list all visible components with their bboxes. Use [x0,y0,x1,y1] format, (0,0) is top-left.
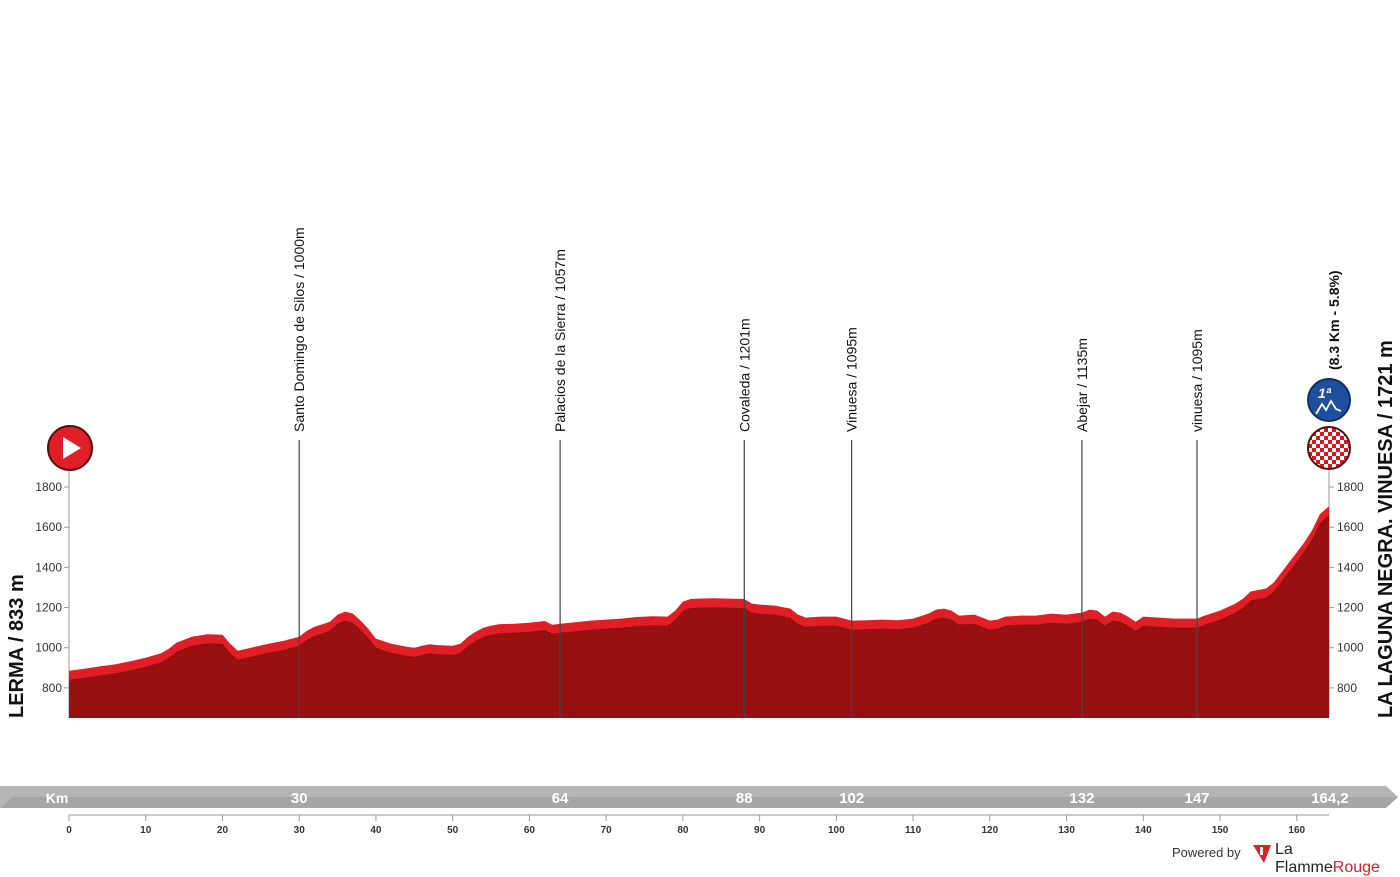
y-tick-label-left: 1400 [35,560,62,574]
y-tick-label-right: 1400 [1337,560,1364,574]
finish-label: LA LAGUNA NEGRA. VINUESA / 1721 m [1375,340,1397,718]
finish-marker: 1ª (8.3 Km - 5.8%) LA LAGUNA NEGRA. VINU… [1307,270,1397,718]
x-tick-label: 0 [66,825,72,836]
y-tick-label-left: 1800 [35,480,62,494]
x-tick-label: 50 [447,825,459,836]
brand-logo [1253,845,1271,863]
x-tick-label: 30 [294,825,306,836]
powered-by-label: Powered by [1172,845,1241,860]
start-label: LERMA / 833 m [6,574,28,718]
y-tick-label-right: 1200 [1337,601,1364,615]
km-label: Km [46,790,69,806]
km-band-bar-face [0,797,1398,808]
checkpoint-label: Santo Domingo de Silos / 1000m [291,227,307,432]
y-tick-label-left: 1600 [35,520,62,534]
x-axis: 0 10 20 30 40 50 60 70 80 90 100 110 120 130 140 150 160 [66,814,1329,836]
x-tick-label: 40 [370,825,382,836]
checkpoint-label: Vinuesa / 1095m [844,327,860,432]
brand-name-a: La Flamme [1275,841,1333,876]
km-band-bar-top [0,786,1398,808]
y-tick-label-right: 1800 [1337,480,1364,494]
checkpoint-label: Palacios de la Sierra / 1057m [552,249,568,432]
x-tick-label: 140 [1135,825,1152,836]
x-tick-label: 100 [828,825,845,836]
brand-name: La FlammeRouge [1275,841,1400,877]
x-tick-label: 150 [1212,825,1229,836]
checkpoint-km-label: 132 [1069,790,1094,807]
start-marker: LERMA / 833 m [6,425,93,718]
y-tick-label-right: 1600 [1337,520,1364,534]
checkpoint-km-label: 102 [839,790,864,807]
checkpoint-km-label: 64 [552,790,569,807]
start-play-icon [63,437,81,459]
x-tick-label: 10 [140,825,152,836]
x-tick-label: 130 [1058,825,1075,836]
x-tick-label: 70 [601,825,613,836]
y-tick-label-left: 1200 [35,601,62,615]
flame-logo-mark [1260,847,1263,855]
brand: La FlammeRouge [1275,841,1400,877]
checkpoint-km-label: 88 [736,790,753,807]
checkpoint-label: Covaleda / 1201m [736,318,752,432]
y-tick-label-left: 1000 [35,641,62,655]
km-band-checkpoint-labels: 30 64 88 102 132 147 [291,790,1210,807]
x-tick-label: 160 [1288,825,1305,836]
checkpoint-km-label: 147 [1184,790,1209,807]
profile-area [69,515,1329,718]
checkpoint-km-label: 30 [291,790,308,807]
x-tick-label: 120 [981,825,998,836]
x-tick-label: 20 [217,825,229,836]
checkpoint-label: Abejar / 1135m [1074,338,1090,432]
y-tick-label-left: 800 [42,681,62,695]
x-tick-label: 60 [524,825,536,836]
y-ticks-right: 800 1000 1200 1400 1600 1800 [1329,480,1364,695]
profile-layer [69,506,1329,718]
checkpoint-layer: Santo Domingo de Silos / 1000m Palacios d… [291,227,1205,718]
km-band: Km 164,2 30 64 88 102 132 147 [0,786,1398,808]
y-tick-label-right: 800 [1337,681,1357,695]
mountain-icon [1315,399,1342,415]
axes-group: 800 1000 1200 1400 1600 1800 800 1000 1200 1400 1… [35,467,1364,718]
climb-label: (8.3 Km - 5.8%) [1326,270,1342,370]
x-ticks: 0 10 20 30 40 50 60 70 80 90 100 110 120 130 140 150 160 [66,815,1306,836]
brand-name-b: Rouge [1332,859,1380,876]
finish-flag-icon [1307,426,1351,470]
finish-km-label: 164,2 [1311,790,1349,807]
y-tick-label-right: 1000 [1337,641,1364,655]
climb-category-label: 1ª [1318,385,1332,401]
x-tick-label: 80 [677,825,689,836]
checkpoint-label: vinuesa / 1095m [1189,329,1205,432]
x-tick-label: 90 [754,825,766,836]
y-ticks-left: 800 1000 1200 1400 1600 1800 [35,480,69,695]
x-tick-label: 110 [905,825,922,836]
